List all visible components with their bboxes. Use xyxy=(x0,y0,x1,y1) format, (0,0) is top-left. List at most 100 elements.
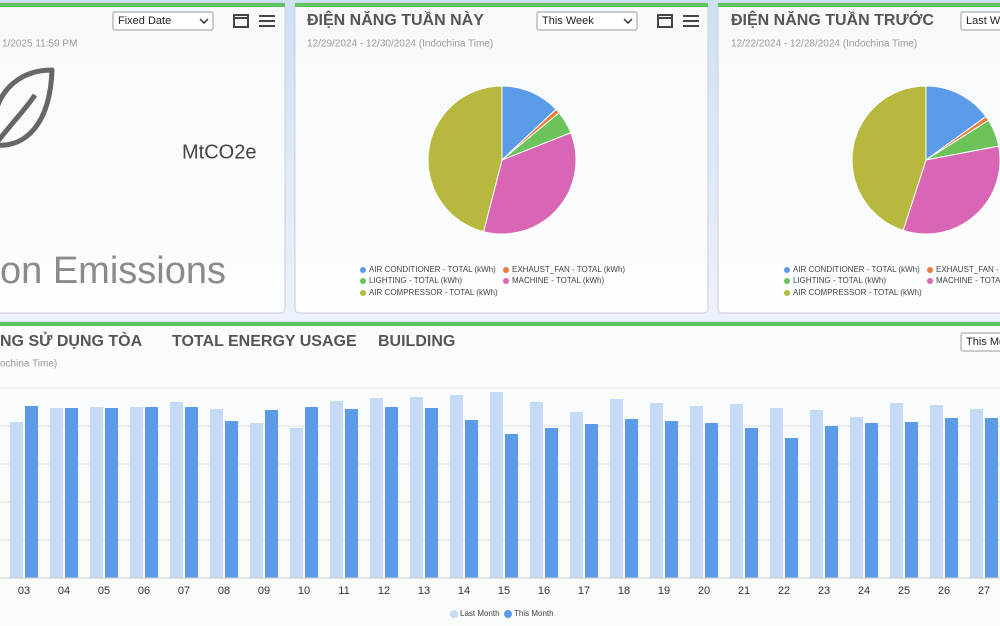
dropdown-label: Last Week xyxy=(966,15,1000,27)
bar xyxy=(905,422,918,578)
pie-slice xyxy=(851,85,927,232)
bar xyxy=(890,403,903,578)
x-tick-label: 06 xyxy=(138,585,150,597)
bar xyxy=(570,412,583,578)
x-tick-label: 05 xyxy=(98,585,110,597)
x-tick-label: 18 xyxy=(618,585,630,597)
bar xyxy=(185,407,198,578)
bar xyxy=(505,434,518,578)
bar xyxy=(930,405,943,578)
panel-border xyxy=(0,322,1000,326)
bar xyxy=(410,397,423,578)
dropdown-box xyxy=(536,11,638,31)
bar xyxy=(330,401,343,578)
legend-swatch xyxy=(927,278,933,284)
legend-swatch xyxy=(784,267,790,273)
legend-swatch xyxy=(503,278,509,284)
pie-slice xyxy=(427,85,503,233)
x-tick-label: 11 xyxy=(338,585,349,597)
x-tick-label: 24 xyxy=(858,585,870,597)
pie-slice xyxy=(925,85,987,161)
panel-border xyxy=(295,3,708,7)
panel-icons[interactable] xyxy=(233,14,699,28)
x-tick-label: 09 xyxy=(258,585,270,597)
x-tick-label: 15 xyxy=(498,585,510,597)
legend-swatch xyxy=(927,267,933,273)
dropdown-arrow xyxy=(623,18,633,25)
x-tick-label: 08 xyxy=(218,585,230,597)
legend-label: AIR COMPRESSOR - TOTAL (kWh) xyxy=(793,288,922,297)
date-range: 12/29/2024 - 12/30/2024 (Indochina Time) xyxy=(307,39,493,50)
bar xyxy=(25,406,38,578)
x-tick-label: 04 xyxy=(58,585,70,597)
x-tick-label: 27 xyxy=(978,585,990,597)
dropdown[interactable]: Last Week xyxy=(960,11,1000,31)
bar xyxy=(945,418,958,578)
legend-label: MACHINE - TOTAL (kWh) xyxy=(512,276,604,285)
bar xyxy=(545,428,558,578)
x-tick-label: 20 xyxy=(698,585,710,597)
legend-label: LIGHTING - TOTAL (kWh) xyxy=(793,276,886,285)
legend-swatch xyxy=(503,267,509,273)
dropdown[interactable]: This Month xyxy=(960,332,1000,352)
panel-title: TOTAL ENERGY USAGE xyxy=(172,333,357,350)
x-tick-label: 12 xyxy=(378,585,390,597)
bar xyxy=(970,409,983,578)
leaf-icon xyxy=(0,67,55,148)
legend-label: AIR CONDITIONER - TOTAL (kWh) xyxy=(369,265,496,274)
bar xyxy=(225,421,238,578)
bar xyxy=(705,423,718,578)
dropdown-box xyxy=(960,332,1000,352)
bar xyxy=(370,398,383,578)
legend-label: Last Month xyxy=(460,609,500,618)
dropdown[interactable]: Fixed Date xyxy=(112,11,214,31)
bar xyxy=(730,404,743,578)
date-range: 12/22/2024 - 12/28/2024 (Indochina Time) xyxy=(731,39,917,50)
kpi-label: on Emissions xyxy=(0,250,226,292)
bar xyxy=(250,423,263,578)
legend-label: LIGHTING - TOTAL (kWh) xyxy=(369,276,462,285)
unit: MtCO2e xyxy=(182,141,256,163)
bar xyxy=(450,395,463,578)
x-tick-label: 16 xyxy=(538,585,550,597)
x-tick-label: 21 xyxy=(738,585,750,597)
legend-label: EXHAUST_FAN - TOTAL (kWh) xyxy=(936,265,1000,274)
dropdown-label: This Month xyxy=(966,336,1000,348)
bar xyxy=(850,417,863,578)
panel-title: NG SỬ DỤNG TÒA xyxy=(0,331,143,350)
legend-swatch xyxy=(360,278,366,284)
legend-swatch xyxy=(784,278,790,284)
bar xyxy=(50,408,63,578)
legend-swatch xyxy=(360,290,366,296)
panel-title: ĐIỆN NĂNG TUẦN TRƯỚC xyxy=(731,10,934,29)
x-tick-label: 07 xyxy=(178,585,190,597)
date-range: ochina Time) xyxy=(0,359,57,370)
bar xyxy=(810,410,823,578)
x-tick-label: 23 xyxy=(818,585,830,597)
bar xyxy=(585,424,598,578)
bar xyxy=(865,423,878,578)
dropdown[interactable]: This Week xyxy=(536,11,638,31)
bar xyxy=(65,408,78,578)
panel-border xyxy=(0,3,285,7)
dropdown-label: Fixed Date xyxy=(118,15,171,27)
bar xyxy=(210,409,223,578)
bar xyxy=(385,407,398,578)
bar xyxy=(625,419,638,578)
bar xyxy=(665,421,678,578)
bar xyxy=(130,407,143,578)
bar xyxy=(305,407,318,578)
bar xyxy=(690,406,703,578)
dropdown-arrow xyxy=(199,18,209,25)
panel-title: BUILDING xyxy=(378,333,455,350)
x-tick-label: 03 xyxy=(18,585,30,597)
bar xyxy=(290,428,303,578)
pie-slice xyxy=(501,85,557,162)
bar xyxy=(10,422,23,578)
x-tick-label: 10 xyxy=(298,585,310,597)
panel-border xyxy=(718,3,1000,7)
bar xyxy=(650,403,663,578)
legend-swatch xyxy=(784,290,790,296)
bar xyxy=(490,392,503,578)
